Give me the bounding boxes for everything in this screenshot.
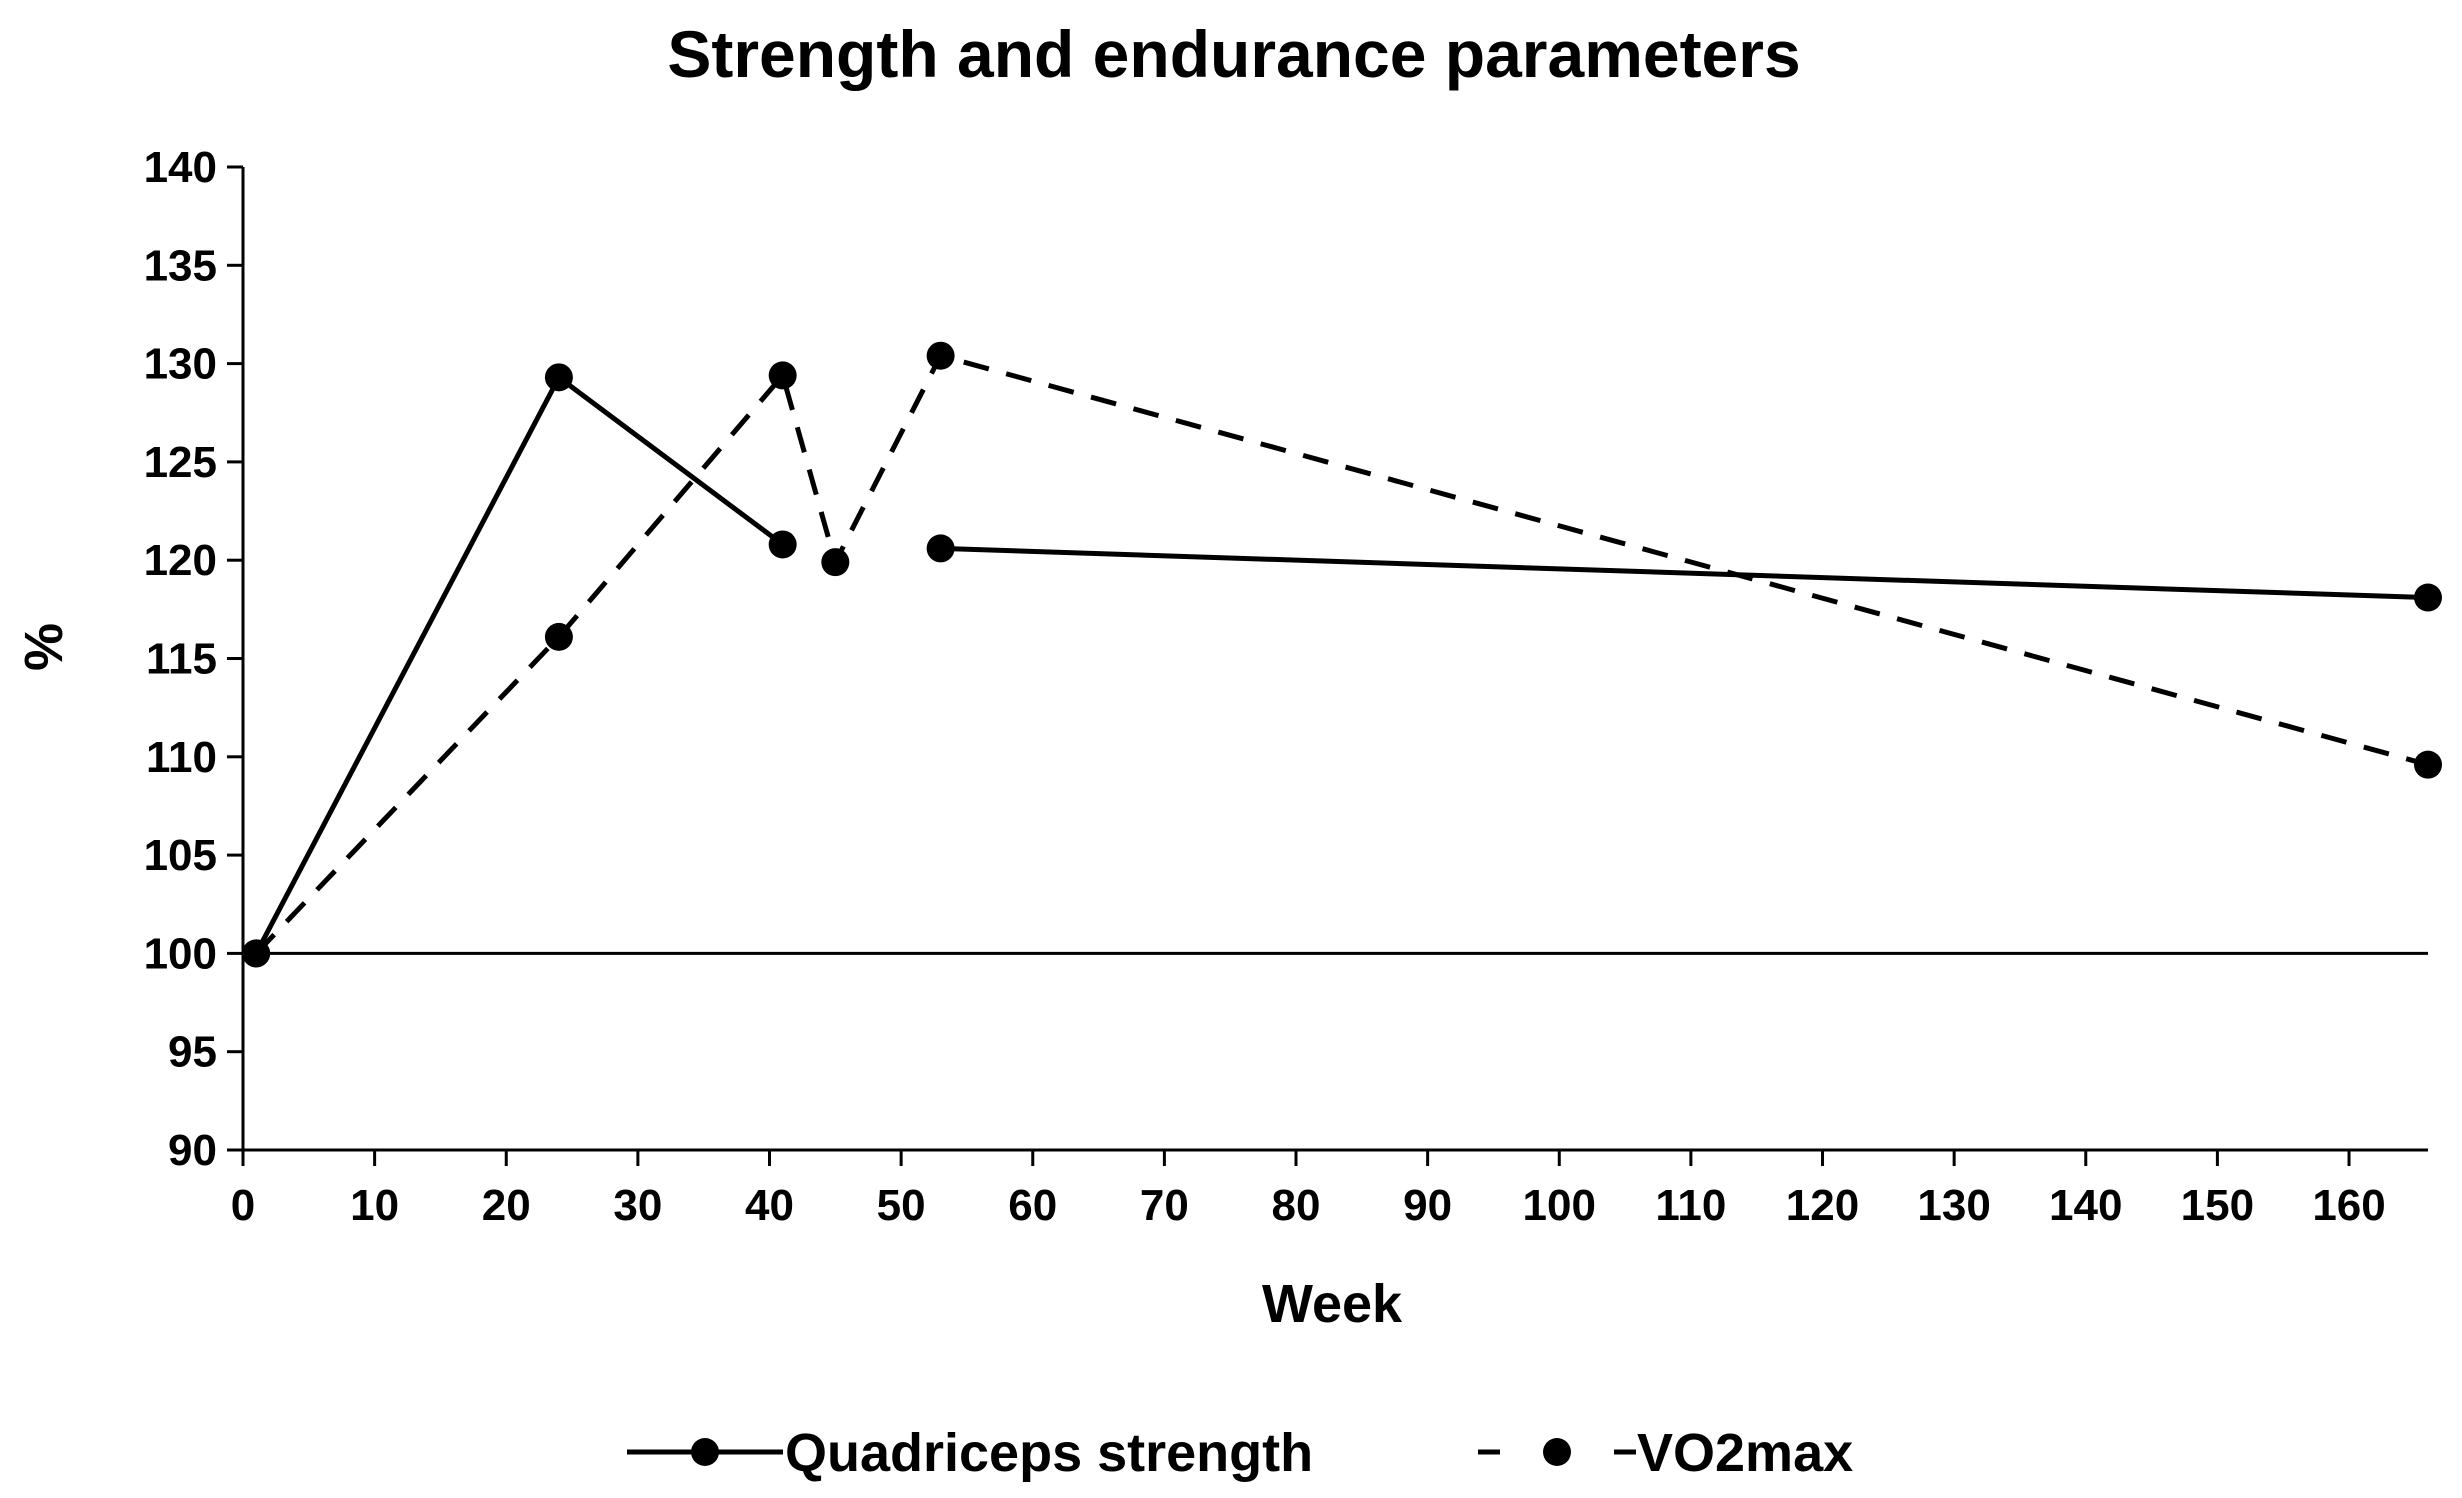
- series-lines: [253, 353, 2429, 956]
- y-tick-label: 105: [144, 831, 217, 880]
- legend-label-quadriceps-strength: Quadriceps strength: [785, 1423, 1313, 1483]
- chart-title: Strength and endurance parameters: [667, 17, 1800, 91]
- x-tick-label: 100: [1523, 1181, 1596, 1230]
- series-markers: [242, 341, 2442, 968]
- y-tick-label: 115: [146, 635, 217, 684]
- x-tick-label: 120: [1786, 1181, 1859, 1230]
- x-tick-label: 0: [231, 1181, 255, 1230]
- series-line-quadriceps-strength: [253, 374, 785, 955]
- data-point-vo2max: [242, 939, 271, 968]
- x-tick-label: 40: [745, 1181, 794, 1230]
- legend-marker-quadriceps-strength: [691, 1438, 719, 1466]
- series-line-vo2max: [254, 353, 2429, 956]
- y-tick-label: 135: [144, 241, 217, 290]
- x-tick-label: 50: [877, 1181, 926, 1230]
- x-axis-ticks: 0 10 20 30 40 50 60 70 80 90 100 110 120 130 140 150 160: [231, 1150, 2386, 1230]
- data-point-quadriceps-strength: [768, 530, 797, 559]
- data-point-quadriceps-strength: [926, 534, 955, 563]
- x-tick-label: 60: [1008, 1181, 1057, 1230]
- x-tick-label: 150: [2181, 1181, 2254, 1230]
- x-tick-label: 110: [1655, 1181, 1726, 1230]
- y-tick-label: 110: [146, 733, 217, 782]
- y-tick-label: 95: [168, 1028, 217, 1077]
- x-tick-label: 140: [2049, 1181, 2122, 1230]
- x-tick-label: 160: [2312, 1181, 2385, 1230]
- y-tick-label: 100: [144, 929, 217, 978]
- series-line-quadriceps-strength: [940, 545, 2429, 601]
- x-tick-label: 20: [482, 1181, 531, 1230]
- x-tick-label: 70: [1140, 1181, 1189, 1230]
- data-point-vo2max: [2414, 750, 2442, 779]
- x-tick-label: 90: [1403, 1181, 1452, 1230]
- x-tick-label: 10: [350, 1181, 399, 1230]
- x-axis-title: Week: [1262, 1274, 1403, 1334]
- y-tick-label: 120: [144, 536, 217, 585]
- y-tick-label: 125: [144, 438, 217, 487]
- legend-marker-vo2max: [1543, 1438, 1571, 1466]
- data-point-vo2max: [768, 361, 797, 390]
- legend: Quadriceps strength VO2max: [627, 1423, 1853, 1483]
- y-tick-label: 140: [144, 143, 217, 192]
- data-point-vo2max: [926, 341, 955, 370]
- x-tick-label: 130: [1917, 1181, 1990, 1230]
- data-point-vo2max: [821, 548, 850, 577]
- y-axis-ticks: 90 95 100 105 110 115 120 125 130 135 140: [144, 143, 243, 1175]
- y-tick-label: 90: [168, 1126, 217, 1175]
- x-tick-label: 80: [1272, 1181, 1321, 1230]
- data-point-quadriceps-strength: [544, 363, 573, 392]
- y-tick-label: 130: [144, 340, 217, 389]
- data-point-vo2max: [544, 622, 573, 651]
- data-point-quadriceps-strength: [2414, 583, 2442, 612]
- y-axis-title: %: [14, 623, 74, 671]
- legend-label-vo2max: VO2max: [1637, 1423, 1853, 1483]
- x-tick-label: 30: [613, 1181, 662, 1230]
